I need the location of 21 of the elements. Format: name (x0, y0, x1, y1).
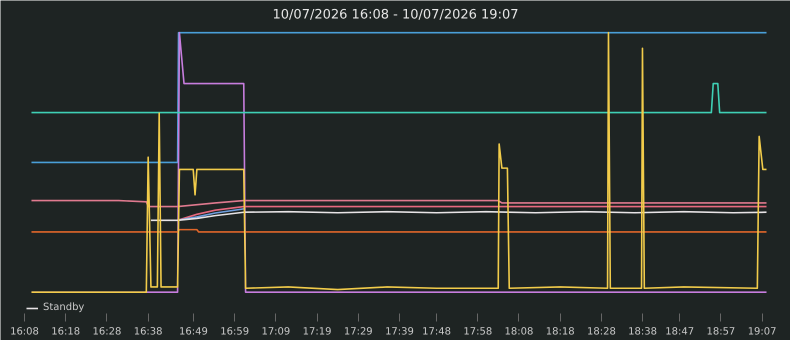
x-tick-label: 18:47 (665, 326, 694, 338)
x-tick-label: 16:49 (179, 326, 208, 338)
x-tick-label: 19:07 (748, 326, 777, 338)
x-tick-label: 16:28 (92, 326, 122, 338)
x-tick-label: 16:08 (10, 326, 39, 338)
x-tick-label: 18:38 (628, 326, 658, 338)
x-tick-label: 16:59 (220, 326, 250, 338)
x-tick-label: 17:58 (463, 326, 492, 338)
x-tick-label: 17:29 (344, 326, 373, 338)
x-tick-label: 18:08 (504, 326, 534, 338)
x-tick-label: 17:48 (422, 326, 451, 338)
x-tick-label: 17:19 (302, 326, 332, 338)
x-tick-label: 17:09 (261, 326, 290, 338)
chart-title: 10/07/2026 16:08 - 10/07/2026 19:07 (272, 8, 519, 22)
legend-label: Standby (43, 302, 84, 313)
x-tick-label: 18:28 (586, 326, 616, 338)
x-tick-label: 16:38 (134, 326, 163, 338)
x-tick-label: 18:57 (706, 326, 736, 338)
x-tick-label: 16:18 (51, 326, 80, 338)
x-tick-label: 17:39 (385, 326, 414, 338)
x-tick-label: 18:18 (546, 326, 575, 338)
